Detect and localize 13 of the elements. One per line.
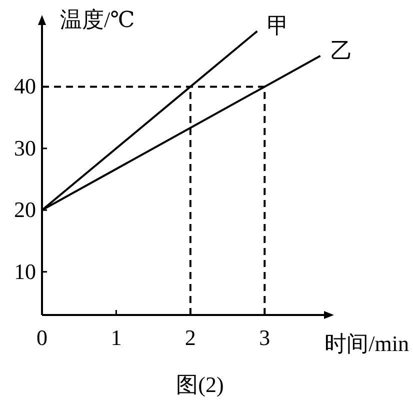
y-tick-label: 30 — [14, 135, 36, 160]
y-tick-label: 40 — [14, 74, 36, 99]
series-label: 甲 — [267, 13, 290, 38]
x-tick-label: 3 — [259, 325, 270, 350]
x-tick-label: 1 — [110, 325, 122, 350]
x-axis-title: 时间/min — [324, 331, 409, 356]
y-tick-label: 10 — [14, 258, 36, 284]
series-label: 乙 — [330, 38, 352, 63]
text: 图(2) — [176, 372, 224, 397]
x-tick-label: 0 — [36, 325, 48, 350]
y-axis-title: 温度/℃ — [60, 7, 135, 32]
x-tick-label: 2 — [184, 325, 196, 350]
y-tick-label: 20 — [14, 197, 36, 222]
